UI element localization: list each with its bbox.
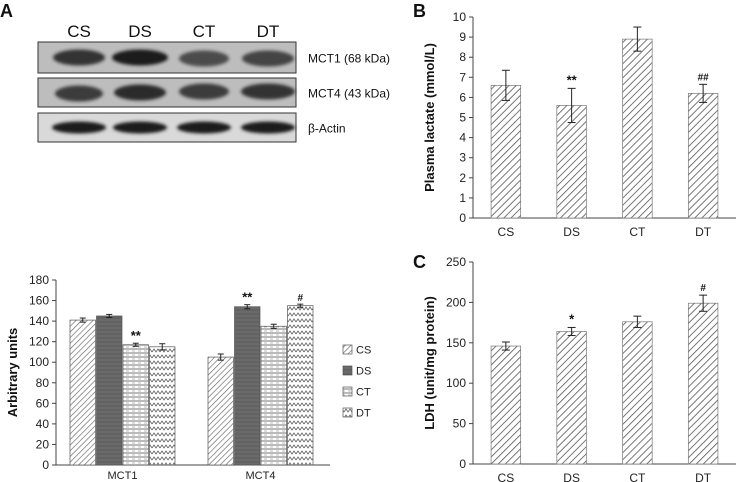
legend-swatch-cs bbox=[342, 344, 353, 355]
y-tick-label: 8 bbox=[459, 50, 466, 64]
bar-ds-mct4 bbox=[234, 306, 261, 466]
blot-band bbox=[53, 49, 105, 66]
significance-mark: ## bbox=[698, 72, 710, 83]
y-tick-label: 60 bbox=[36, 396, 50, 410]
blot-row-label: MCT4 (43 kDa) bbox=[308, 87, 390, 101]
legend-swatch-ct bbox=[342, 386, 353, 397]
significance-mark: ** bbox=[567, 72, 578, 87]
x-tick-label-ds: DS bbox=[563, 225, 580, 239]
y-tick-label: 120 bbox=[29, 335, 49, 349]
bar-ds bbox=[556, 105, 587, 219]
y-tick-label: 0 bbox=[42, 458, 49, 472]
blot-band bbox=[242, 50, 294, 67]
y-tick-label: 4 bbox=[459, 131, 466, 145]
bar-dt-mct4 bbox=[287, 305, 314, 466]
significance-mark: * bbox=[569, 311, 575, 326]
blot-band bbox=[114, 84, 166, 101]
y-axis-title: LDH (unit/mg protein) bbox=[422, 296, 437, 430]
panel-label-a: A bbox=[0, 1, 13, 21]
y-tick-label: 200 bbox=[446, 295, 466, 309]
chart-c-ldh: 0 50 100 150 200 250 LDH (unit/mg protein) CS * D… bbox=[422, 255, 736, 482]
bar-cs-mct1 bbox=[69, 319, 96, 466]
y-tick-label: 160 bbox=[29, 294, 49, 308]
panel-label-b: B bbox=[413, 1, 426, 21]
blot-band bbox=[179, 50, 229, 67]
y-tick-label: 50 bbox=[453, 417, 467, 431]
x-tick-label-cs: CS bbox=[498, 471, 515, 482]
y-tick-label: 80 bbox=[36, 376, 50, 390]
y-tick-label: 1 bbox=[459, 191, 466, 205]
bar-ct-mct4 bbox=[260, 325, 287, 466]
blot-lane-label-cs: CS bbox=[67, 22, 91, 41]
x-tick-label-dt: DT bbox=[695, 225, 712, 239]
blot-band bbox=[177, 121, 231, 134]
bar-ds bbox=[556, 331, 587, 465]
blot-row-label: MCT1 (68 kDa) bbox=[308, 52, 390, 66]
blot-lane-label-ct: CT bbox=[193, 22, 216, 41]
y-tick-label: 100 bbox=[446, 376, 466, 390]
y-tick-label: 20 bbox=[36, 437, 50, 451]
x-tick-label-mct4: MCT4 bbox=[246, 470, 276, 482]
x-tick-label-ct: CT bbox=[629, 471, 646, 482]
blot-band bbox=[52, 121, 106, 134]
y-tick-label: 7 bbox=[459, 70, 466, 84]
blot-band bbox=[241, 121, 295, 134]
bar-dt bbox=[687, 93, 719, 219]
bar-cs bbox=[490, 84, 522, 219]
significance-mark: ** bbox=[131, 328, 142, 343]
y-tick-label: 9 bbox=[459, 30, 466, 44]
panel-label-c: C bbox=[413, 252, 426, 272]
blot-band bbox=[179, 83, 229, 100]
legend-label-ct: CT bbox=[356, 387, 371, 399]
bar-ct bbox=[622, 321, 653, 465]
legend-swatch-ds bbox=[342, 365, 353, 376]
bar-ct-mct1 bbox=[122, 344, 149, 466]
blot-band bbox=[112, 49, 168, 66]
western-blot: CS DS CT DT MCT1 (68 kDa) MCT4 (43 kDa) β-Acti… bbox=[37, 22, 390, 143]
chart-b-plasma-lactate: 0 1 2 3 4 5 6 7 8 9 10 Plasma lactate (mmol/L) CS ** D… bbox=[422, 10, 736, 239]
y-tick-label: 140 bbox=[29, 314, 49, 328]
legend-swatch-dt bbox=[342, 407, 353, 418]
x-tick-label-cs: CS bbox=[498, 225, 515, 239]
bar-dt-mct1 bbox=[149, 346, 176, 466]
y-tick-label: 10 bbox=[453, 10, 467, 24]
bar-cs-mct4 bbox=[207, 356, 234, 466]
y-tick-label: 6 bbox=[459, 90, 466, 104]
blot-band bbox=[55, 85, 103, 102]
x-tick-label-ds: DS bbox=[563, 471, 580, 482]
bar-ct bbox=[622, 38, 653, 219]
blot-row-label: β-Actin bbox=[308, 122, 346, 136]
chart-a-mct-expression: 0 20 40 60 80 100 120 140 160 180 Arbitrary units *… bbox=[5, 273, 371, 482]
y-tick-label: 5 bbox=[459, 111, 466, 125]
significance-mark: # bbox=[700, 283, 706, 294]
x-tick-label-mct1: MCT1 bbox=[108, 470, 138, 482]
y-tick-label: 0 bbox=[459, 457, 466, 471]
y-tick-label: 150 bbox=[446, 336, 466, 350]
y-tick-label: 0 bbox=[459, 211, 466, 225]
significance-mark: ** bbox=[242, 290, 253, 305]
y-tick-label: 2 bbox=[459, 171, 466, 185]
blot-lane-label-dt: DT bbox=[257, 22, 280, 41]
bar-dt bbox=[687, 302, 719, 465]
y-axis-title: Arbitrary units bbox=[5, 328, 20, 418]
x-tick-label-ct: CT bbox=[629, 225, 646, 239]
bar-cs bbox=[490, 345, 522, 465]
blot-band bbox=[113, 121, 167, 134]
y-tick-label: 3 bbox=[459, 151, 466, 165]
y-tick-label: 180 bbox=[29, 273, 49, 287]
significance-mark: # bbox=[297, 293, 303, 304]
y-axis-title: Plasma lactate (mmol/L) bbox=[422, 43, 437, 192]
y-tick-label: 100 bbox=[29, 355, 49, 369]
legend-label-ds: DS bbox=[356, 366, 371, 378]
legend-label-dt: DT bbox=[356, 408, 371, 420]
bar-ds-mct1 bbox=[96, 315, 123, 466]
y-tick-label: 40 bbox=[36, 417, 50, 431]
blot-band bbox=[241, 83, 295, 100]
legend-label-cs: CS bbox=[356, 345, 371, 357]
y-tick-label: 250 bbox=[446, 255, 466, 269]
blot-lane-label-ds: DS bbox=[128, 22, 152, 41]
x-tick-label-dt: DT bbox=[695, 471, 712, 482]
